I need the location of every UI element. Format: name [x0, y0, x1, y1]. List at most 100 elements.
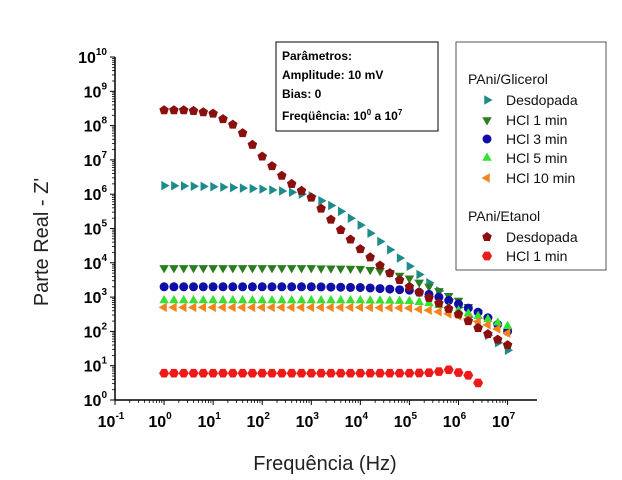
data-point — [357, 220, 366, 230]
marker-shape — [237, 302, 246, 313]
marker-shape — [220, 182, 229, 192]
data-point — [413, 304, 422, 314]
data-point — [277, 295, 287, 304]
legend-frame — [455, 41, 607, 271]
data-point — [286, 178, 297, 188]
data-point — [375, 368, 385, 378]
marker-shape — [247, 295, 258, 304]
marker-shape — [443, 303, 454, 313]
series-pani-glicerol-hcl-10-min — [158, 302, 511, 338]
marker-shape — [249, 183, 258, 194]
data-point — [396, 253, 406, 263]
data-point — [414, 279, 424, 288]
data-point — [326, 214, 336, 224]
y-tick-label: 108 — [84, 116, 108, 136]
y-tick-label: 104 — [84, 253, 108, 273]
y-tick-label: 102 — [84, 321, 108, 341]
data-point — [247, 295, 258, 304]
parameters-amplitude: Amplitude: 10 mV — [282, 68, 383, 82]
freq-prefix: Freqüência: 10 — [282, 109, 367, 123]
data-point — [159, 295, 169, 304]
marker-shape — [228, 119, 238, 129]
legend-group-glicerol: PAni/Glicerol — [468, 71, 548, 87]
parameters-title: Parâmetros: — [282, 49, 352, 63]
marker-shape — [335, 265, 346, 274]
data-point — [267, 265, 277, 274]
marker-shape — [463, 370, 474, 380]
data-point — [306, 368, 317, 378]
legend-marker — [482, 232, 492, 242]
marker-shape — [210, 181, 219, 192]
data-point — [365, 266, 375, 276]
marker-shape — [444, 296, 454, 305]
data-point — [276, 302, 285, 313]
x-tick-exponent: 5 — [412, 411, 418, 422]
marker-shape — [375, 260, 385, 270]
data-point — [385, 284, 395, 294]
marker-shape — [502, 328, 511, 338]
freq-sup-start: 0 — [367, 108, 372, 117]
data-point — [374, 302, 383, 313]
marker-shape — [453, 309, 464, 319]
y-tick-exponent: 0 — [101, 390, 107, 401]
y-tick-label: 100 — [84, 390, 108, 410]
y-tick-base: 10 — [84, 324, 102, 341]
marker-shape — [387, 245, 396, 255]
marker-shape — [161, 180, 170, 191]
x-tick-exponent: 7 — [510, 411, 516, 422]
marker-shape — [404, 281, 415, 291]
data-point — [406, 261, 415, 271]
y-tick-exponent: 5 — [101, 219, 107, 230]
data-point — [198, 368, 209, 378]
marker-shape — [296, 368, 307, 378]
marker-shape — [316, 265, 326, 274]
marker-shape — [178, 105, 189, 115]
marker-shape — [276, 302, 285, 313]
axis-ticks: 10-1 100 101 102 103 104 105 106 107100101102103… — [78, 47, 516, 431]
marker-shape — [424, 283, 434, 292]
data-point — [208, 108, 218, 118]
marker-shape — [267, 265, 277, 274]
marker-shape — [297, 282, 306, 292]
data-point — [218, 282, 228, 292]
marker-shape — [326, 214, 336, 224]
marker-shape — [502, 340, 513, 350]
y-tick-label: 103 — [84, 287, 108, 307]
data-point — [267, 368, 277, 378]
marker-shape — [198, 265, 209, 274]
marker-shape — [257, 295, 267, 304]
data-point — [178, 105, 189, 115]
marker-shape — [335, 295, 346, 304]
data-point — [355, 283, 365, 292]
legend-label: HCl 3 min — [506, 131, 567, 147]
y-tick-base: 10 — [84, 359, 102, 376]
marker-shape — [385, 295, 395, 304]
data-point — [502, 340, 513, 350]
marker-shape — [159, 368, 170, 378]
marker-shape — [482, 251, 492, 261]
marker-shape — [266, 302, 275, 313]
data-point — [316, 295, 326, 304]
marker-shape — [315, 302, 324, 313]
marker-shape — [169, 295, 179, 304]
data-point — [326, 282, 336, 292]
data-point — [296, 302, 305, 313]
data-point — [354, 302, 364, 313]
x-tick-label: 107 — [492, 411, 516, 431]
data-point — [286, 265, 297, 274]
marker-shape — [454, 299, 463, 309]
legend: PAni/Glicerol PAni/Etanol Desdopada HCl 1… — [455, 41, 607, 271]
data-point — [345, 295, 356, 304]
marker-shape — [328, 200, 337, 211]
data-point — [424, 368, 434, 378]
marker-shape — [326, 282, 336, 292]
y-tick-label: 105 — [84, 219, 108, 239]
data-point — [473, 323, 483, 333]
marker-shape — [277, 282, 287, 292]
x-tick-label: 101 — [197, 411, 221, 431]
data-point — [217, 302, 226, 313]
data-point — [237, 295, 248, 304]
marker-shape — [384, 368, 395, 378]
marker-shape — [169, 105, 179, 115]
marker-shape — [287, 282, 297, 292]
